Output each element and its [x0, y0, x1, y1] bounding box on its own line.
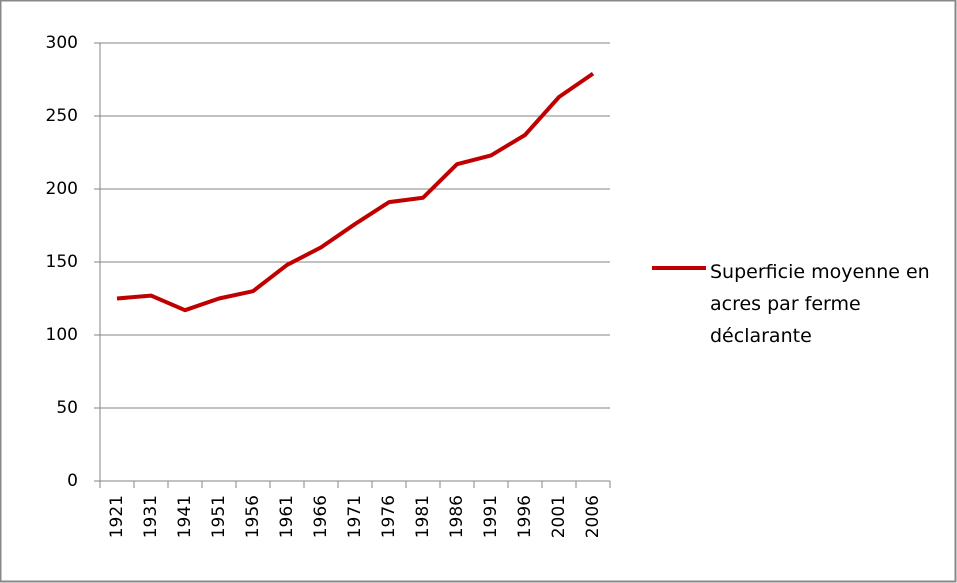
x-tick-label: 1971	[345, 495, 365, 538]
x-tick-label: 1996	[515, 495, 535, 538]
y-tick-label: 100	[46, 325, 78, 345]
y-tick-label: 150	[46, 252, 78, 272]
x-tick-label: 1951	[209, 495, 229, 538]
x-tick-label: 1921	[107, 495, 127, 538]
x-tick-label: 1986	[447, 495, 467, 538]
x-tick-label: 1991	[481, 495, 501, 538]
x-tick-label: 1981	[413, 495, 433, 538]
y-tick-label: 250	[46, 106, 78, 126]
x-tick-label: 2006	[583, 495, 603, 538]
x-tick-label: 1941	[175, 495, 195, 538]
y-tick-label: 0	[67, 471, 78, 491]
x-tick-label: 1956	[243, 495, 263, 538]
x-tick-label: 1976	[379, 495, 399, 538]
x-tick-label: 2001	[549, 495, 569, 538]
x-tick-label: 1966	[311, 495, 331, 538]
x-tick-label: 1931	[141, 495, 161, 538]
data-line	[116, 72, 595, 313]
y-tick-label: 200	[46, 179, 78, 199]
legend-label: Superficie moyenne en acres par ferme dé…	[710, 261, 930, 347]
x-tick-label: 1961	[277, 495, 297, 538]
y-tick-label: 300	[46, 33, 78, 53]
y-tick-label: 50	[56, 398, 78, 418]
